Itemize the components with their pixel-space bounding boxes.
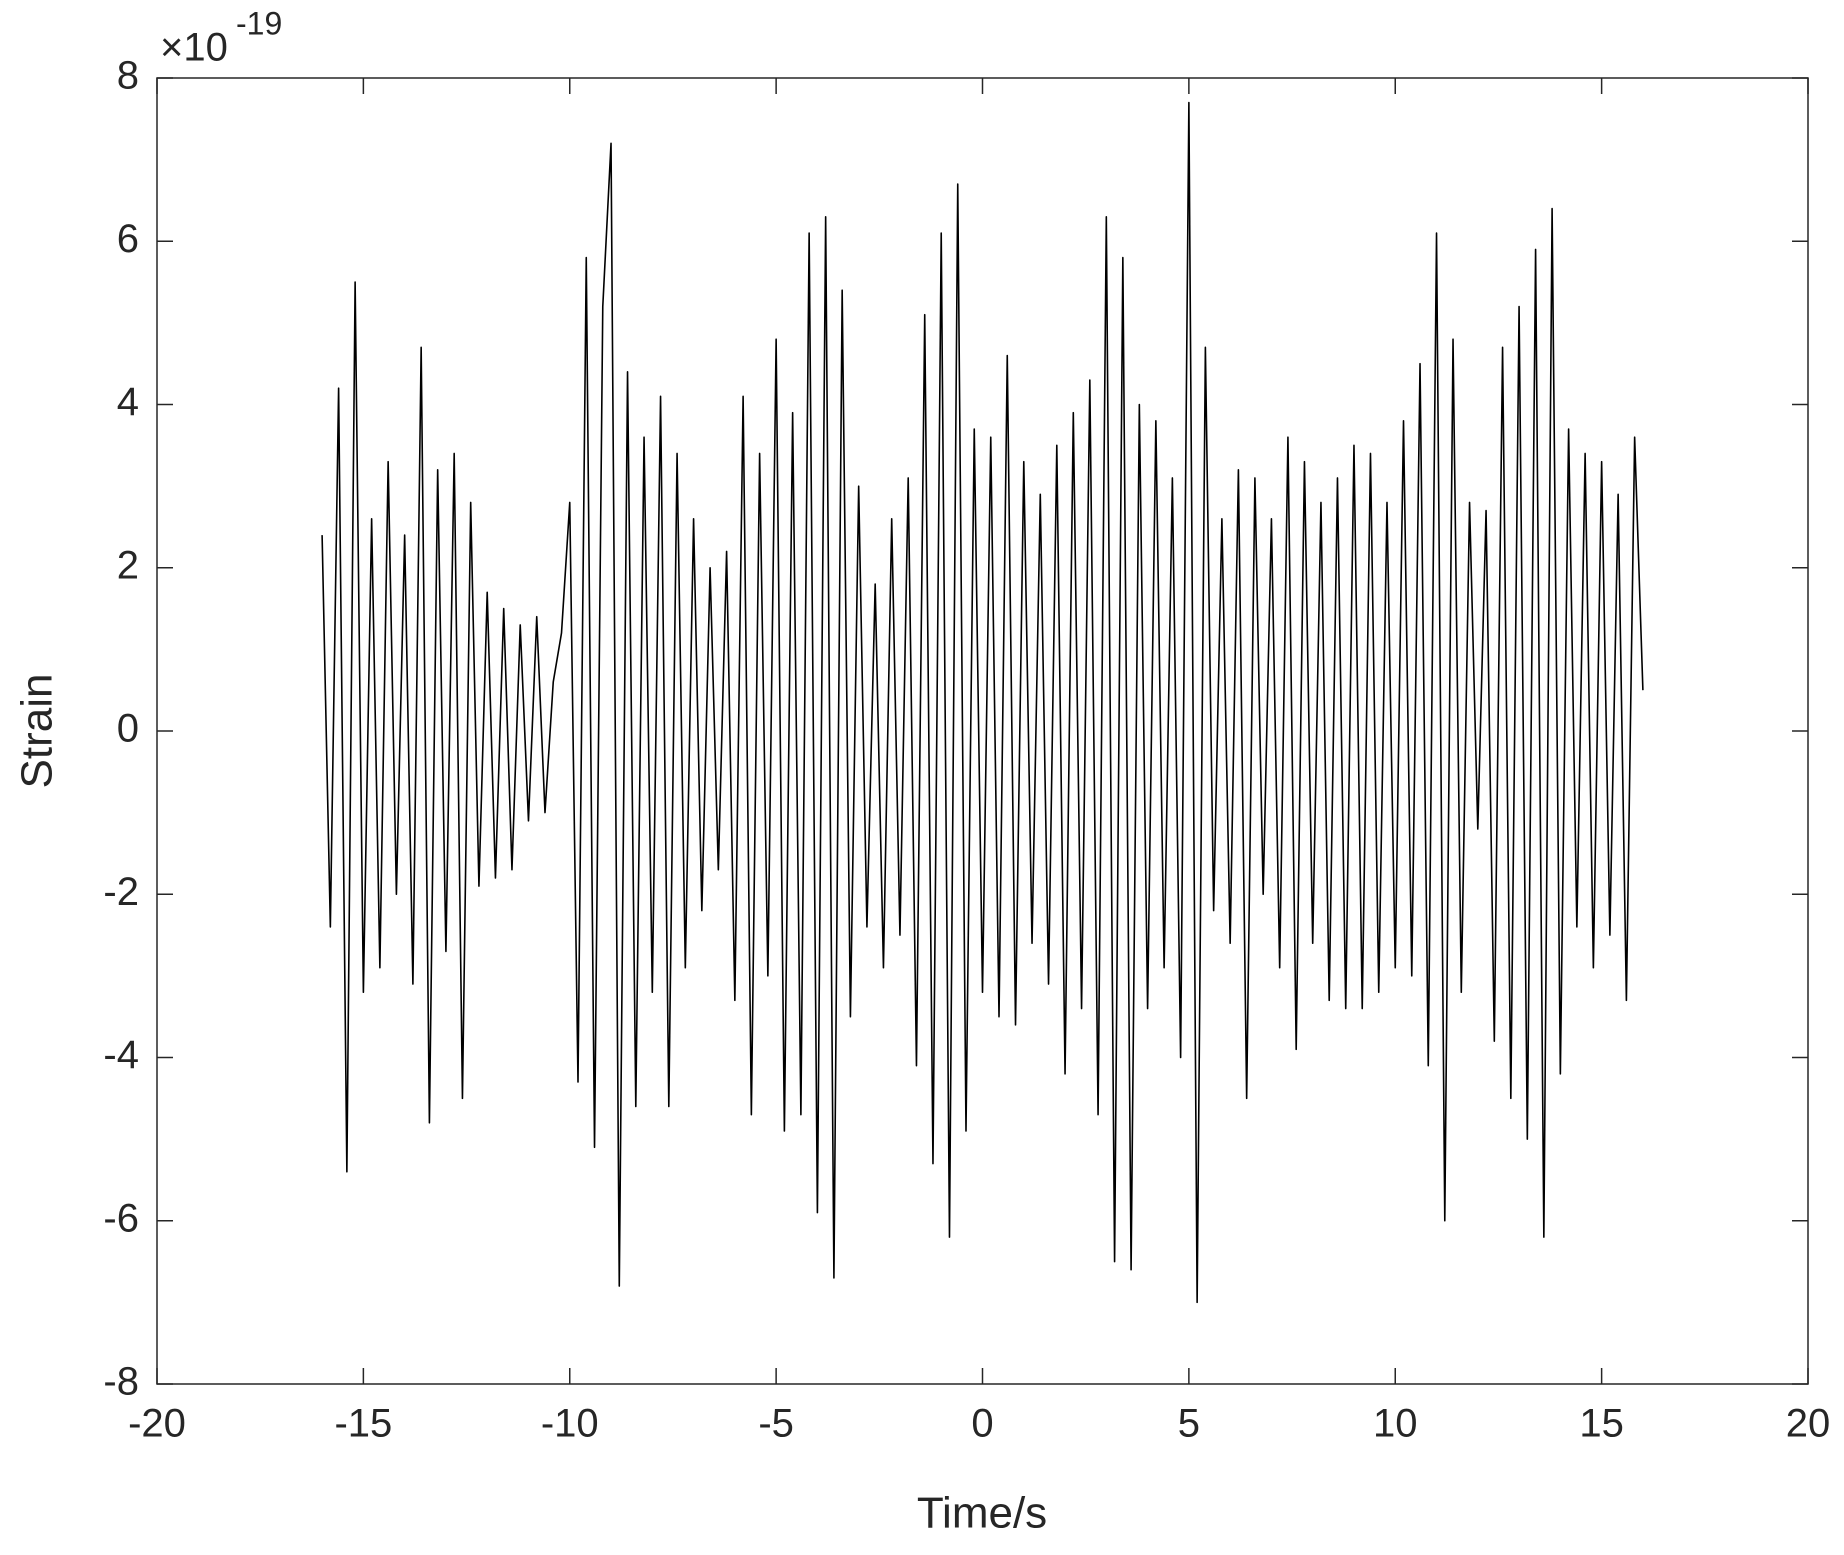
y-tick-label: 2 bbox=[117, 543, 139, 587]
x-tick-label: 10 bbox=[1373, 1402, 1418, 1446]
y-tick-label: 6 bbox=[117, 217, 139, 261]
y-tick-label: 0 bbox=[117, 707, 139, 751]
x-tick-label: -10 bbox=[541, 1402, 599, 1446]
x-tick-label: 0 bbox=[971, 1402, 993, 1446]
x-tick-label: -20 bbox=[128, 1402, 186, 1446]
x-axis-label: Time/s bbox=[917, 1489, 1047, 1538]
y-multiplier: ×10 bbox=[160, 26, 228, 70]
y-tick-label: -2 bbox=[103, 870, 139, 914]
y-tick-label: 4 bbox=[117, 380, 139, 424]
y-tick-label: -4 bbox=[103, 1033, 139, 1077]
y-multiplier-power: -19 bbox=[236, 5, 282, 41]
y-tick-label: -6 bbox=[103, 1196, 139, 1240]
data-line bbox=[321, 101, 1644, 1304]
y-tick-label: -8 bbox=[103, 1360, 139, 1404]
x-tick-label: 5 bbox=[1178, 1402, 1200, 1446]
y-tick-label: 8 bbox=[117, 54, 139, 98]
x-tick-label: 20 bbox=[1786, 1402, 1831, 1446]
x-tick-label: 15 bbox=[1579, 1402, 1624, 1446]
x-tick-label: -5 bbox=[758, 1402, 794, 1446]
axes-box bbox=[156, 77, 1809, 1385]
y-axis-label: Strain bbox=[13, 674, 62, 789]
x-tick-label: -15 bbox=[334, 1402, 392, 1446]
